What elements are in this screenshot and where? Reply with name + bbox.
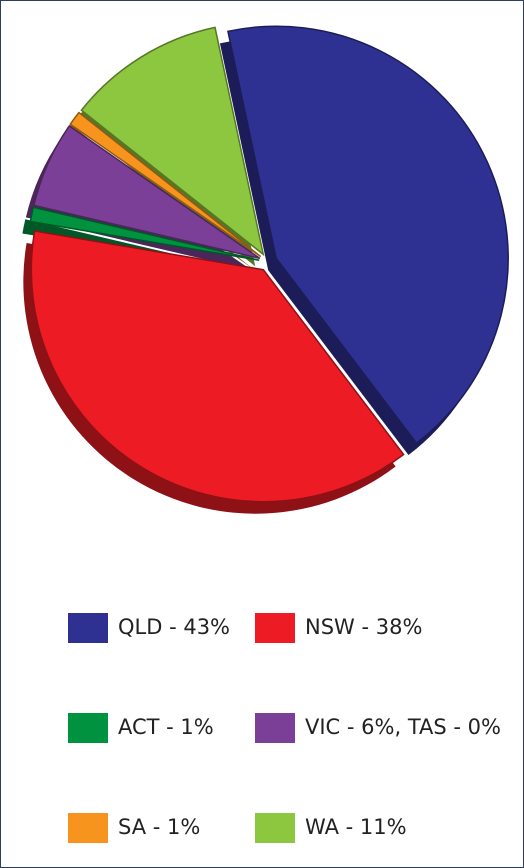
slice <box>30 230 405 503</box>
legend-swatch <box>255 813 295 843</box>
legend-label: QLD - 43% <box>118 615 230 639</box>
legend-swatch <box>68 713 108 743</box>
legend-swatch <box>68 813 108 843</box>
slice <box>29 206 260 261</box>
legend-label: SA - 1% <box>118 815 200 839</box>
slice <box>69 111 262 258</box>
legend-label: ACT - 1% <box>118 715 214 739</box>
legend-label: NSW - 38% <box>305 615 422 639</box>
slice <box>33 124 261 260</box>
slice <box>227 25 509 445</box>
legend-swatch <box>255 613 295 643</box>
legend-swatch <box>255 713 295 743</box>
legend-swatch <box>68 613 108 643</box>
slice <box>80 26 265 257</box>
legend-label: WA - 11% <box>305 815 407 839</box>
legend-label: VIC - 6%, TAS - 0% <box>305 715 501 739</box>
